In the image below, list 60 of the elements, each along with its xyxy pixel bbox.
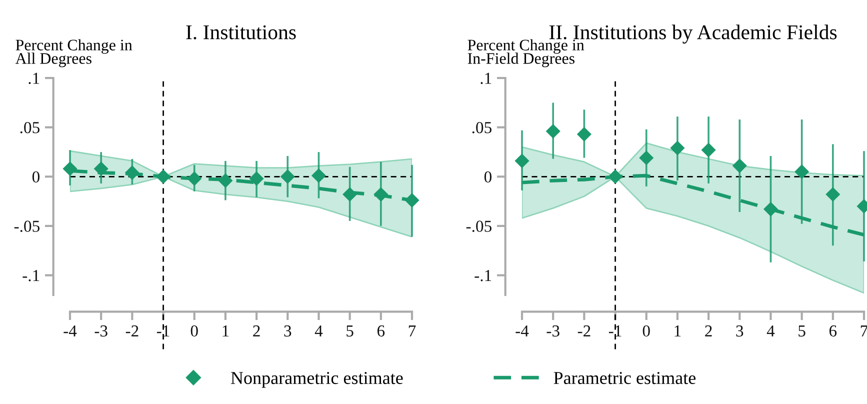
point (374, 187, 388, 202)
point (608, 169, 623, 184)
point (280, 169, 295, 184)
legend-label: Nonparametric estimate (230, 372, 403, 388)
point (311, 168, 326, 183)
x-tick-label: 1 (674, 325, 681, 336)
y-tick-label: 0 (484, 171, 492, 183)
point (794, 164, 810, 179)
x-tick-label: 3 (736, 325, 744, 337)
x-tick-label: -4 (516, 325, 529, 336)
point (639, 150, 654, 166)
y-tick-label: .05 (20, 122, 40, 134)
x-tick-label: -2 (578, 325, 590, 336)
x-tick-label: -3 (94, 325, 108, 337)
x-tick-label: 2 (705, 325, 712, 336)
y-tick-label: -.1 (474, 270, 492, 282)
y-tick-label: .1 (480, 72, 492, 84)
x-tick-label: 0 (642, 325, 650, 337)
x-tick-label: 0 (190, 325, 198, 337)
point (187, 171, 202, 186)
point (826, 187, 840, 202)
point (763, 202, 778, 216)
point (670, 140, 685, 156)
point (514, 154, 530, 168)
point (156, 169, 171, 184)
x-tick-label: 1 (222, 325, 229, 336)
x-tick-label: 6 (377, 325, 385, 337)
point (576, 126, 592, 142)
y-tick-label: -.05 (466, 220, 492, 232)
point (249, 171, 264, 186)
x-tick-label: 6 (829, 325, 837, 337)
point (62, 161, 78, 176)
point (342, 187, 358, 202)
x-tick-label: 5 (798, 326, 806, 337)
x-tick-label: -3 (546, 325, 560, 337)
x-tick-label: -1 (156, 325, 170, 336)
point (404, 193, 420, 208)
y-tick-label: 0 (32, 171, 40, 183)
x-tick-label: -4 (64, 325, 77, 336)
y-axis-title: Percent Change in All Degrees (15, 39, 132, 68)
x-tick-label: -2 (126, 325, 138, 336)
point (732, 158, 747, 174)
point (124, 165, 140, 180)
y-tick-label: .1 (28, 72, 40, 84)
legend-label: Parametric estimate (554, 372, 696, 384)
point (218, 173, 233, 188)
chart-title: I. Institutions (186, 25, 296, 40)
x-tick-label: 4 (766, 325, 775, 336)
point (701, 142, 716, 158)
x-tick-label: 3 (284, 325, 292, 337)
y-tick-label: -.05 (14, 220, 40, 232)
point (546, 124, 560, 139)
x-tick-label: 4 (314, 325, 323, 336)
y-tick-label: .05 (472, 122, 492, 134)
x-tick-label: 7 (408, 326, 416, 336)
y-tick-label: -.1 (22, 270, 40, 282)
point (94, 161, 108, 176)
x-tick-label: 2 (253, 325, 260, 336)
x-tick-label: 5 (346, 326, 354, 337)
x-tick-label: -1 (608, 325, 622, 336)
